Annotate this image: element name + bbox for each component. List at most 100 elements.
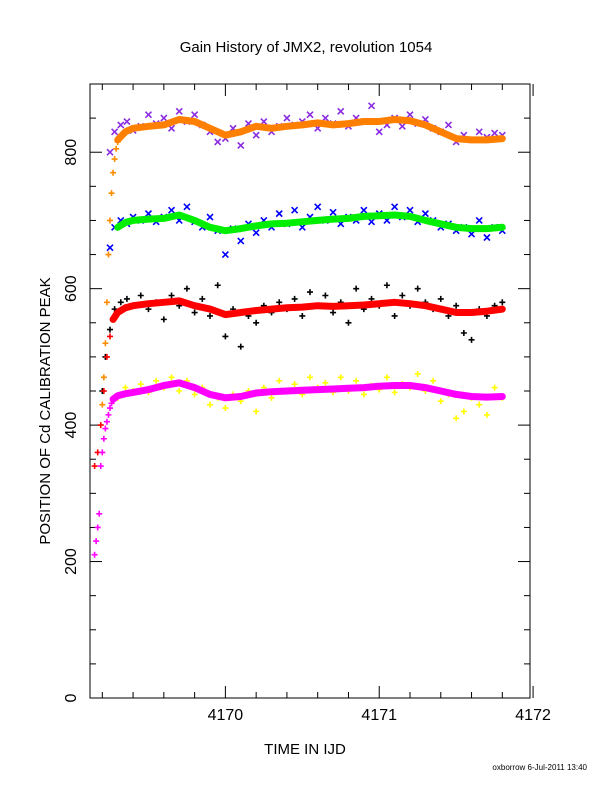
series-5-point <box>117 299 124 306</box>
series-5-point <box>453 302 460 309</box>
y-tick-label-2: 400 <box>63 412 80 439</box>
series-9-point <box>102 425 109 432</box>
series-8-point <box>483 411 490 418</box>
series-9-point <box>91 551 98 558</box>
series-5-point <box>276 299 283 306</box>
series-8-point <box>291 381 298 388</box>
series-9 <box>91 396 117 558</box>
series-8-point <box>491 384 498 391</box>
series-8-point <box>191 391 198 398</box>
axis-ticks: 4170 4171 4172 0 200 400 600 800 <box>63 84 551 724</box>
series-3-point <box>206 213 214 221</box>
x-axis-label: TIME IN IJD <box>264 741 346 758</box>
series-3-point <box>367 218 376 226</box>
series-8-point <box>337 374 344 381</box>
series-9-point <box>97 463 104 470</box>
series-5-point <box>353 285 360 292</box>
series-5-point <box>123 295 130 302</box>
series-4 <box>114 211 506 235</box>
series-6 <box>91 316 117 470</box>
series-0-point <box>175 107 183 115</box>
series-5-point <box>391 312 398 319</box>
series-3-point <box>167 206 176 214</box>
series-2-line <box>114 116 506 144</box>
series-5-point <box>191 309 198 316</box>
series-8-point <box>322 379 329 386</box>
series-8-point <box>276 377 283 384</box>
series-5-point <box>222 333 229 340</box>
series-3-point <box>183 203 191 211</box>
series-0 <box>106 102 506 156</box>
series-5-point <box>307 289 313 296</box>
series-3-point <box>237 237 245 245</box>
series-0-point <box>214 138 222 146</box>
series-5-point <box>291 295 298 302</box>
series-8-point <box>222 405 229 412</box>
series-1-point <box>108 190 115 197</box>
series-5-point <box>414 285 421 292</box>
series-3-point <box>421 210 429 218</box>
series-4-line <box>114 211 506 235</box>
series-10-line <box>109 379 506 403</box>
series-1-point <box>105 251 112 258</box>
series-0-point <box>191 111 199 119</box>
series-0-point <box>123 117 131 126</box>
series-0-point <box>406 111 414 119</box>
series-0-point <box>398 122 406 130</box>
x-tick-label-1: 4171 <box>361 707 397 724</box>
series-9-point <box>96 510 103 517</box>
series-6-point <box>103 353 110 360</box>
series-9-point <box>105 411 112 418</box>
series-5-point <box>107 326 113 333</box>
series-1-point <box>110 169 117 176</box>
series-8-point <box>168 374 175 381</box>
y-tick-label-3: 600 <box>63 275 80 302</box>
series-1-point <box>111 156 118 163</box>
series-0-point <box>111 128 119 136</box>
series-0-point <box>491 129 499 137</box>
series-6-point <box>97 422 104 429</box>
series-6-point <box>100 388 107 394</box>
series-5-point <box>499 299 506 306</box>
series-3-point <box>360 206 368 214</box>
series-0-point <box>252 131 260 139</box>
series-8 <box>114 370 506 422</box>
series-5 <box>99 282 506 394</box>
series-1-point <box>103 299 110 306</box>
y-axis-label: POSITION OF Cd CALIBRATION PEAK <box>37 277 54 544</box>
series-6-point <box>91 463 98 470</box>
series-8-point <box>460 408 467 415</box>
series-8-point <box>476 401 483 408</box>
series-3-point <box>106 244 114 252</box>
series-10 <box>109 379 506 403</box>
series-3 <box>106 203 506 259</box>
series-0-point <box>337 107 345 115</box>
series-3-point <box>391 203 399 211</box>
series-8-point <box>176 388 183 394</box>
series-2 <box>114 116 506 144</box>
series-3-point <box>483 233 491 242</box>
series-8-point <box>137 381 144 388</box>
series-5-point <box>253 319 260 326</box>
series-0-point <box>160 114 168 122</box>
series-5-point <box>460 330 467 337</box>
series-7 <box>109 297 506 323</box>
series-5-point <box>330 309 337 316</box>
series-3-point <box>221 250 229 259</box>
series-5-point <box>437 295 444 302</box>
y-tick-label-1: 200 <box>63 548 80 575</box>
series-5-point <box>322 292 329 299</box>
series-7-line <box>109 297 506 323</box>
chart-title: Gain History of JMX2, revolution 1054 <box>180 39 433 56</box>
y-tick-label-4: 800 <box>63 139 80 166</box>
series-8-point <box>453 415 460 422</box>
series-9-point <box>94 524 101 531</box>
series-8-point <box>207 401 213 408</box>
series-5-point <box>199 295 206 302</box>
footer-credit: oxborrow 6-Jul-2011 13:40 <box>492 763 587 772</box>
series-8-point <box>383 374 390 381</box>
series-5-point <box>214 282 221 289</box>
series-8-point <box>268 394 275 401</box>
data-marks <box>91 102 506 558</box>
series-8-point <box>391 389 398 396</box>
